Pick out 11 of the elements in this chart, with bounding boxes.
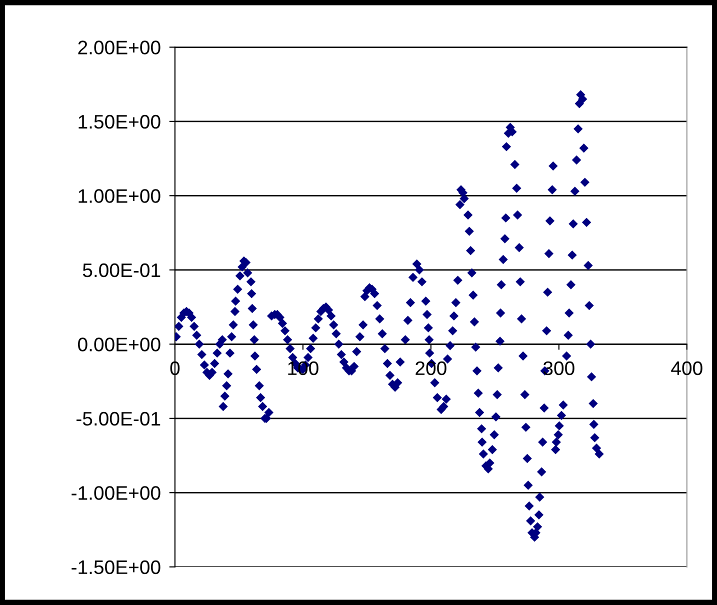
x-tick-label: 300	[543, 361, 574, 376]
x-tick-label: 400	[671, 361, 702, 376]
y-tick-label: 1.50E+00	[78, 114, 160, 129]
y-tick-label: 0.00E+00	[78, 338, 160, 352]
y-tick-label: -1.00E+00	[72, 486, 160, 500]
y-tick-label: 2.00E+00	[78, 40, 160, 54]
y-tick-label: 5.00E-01	[82, 263, 160, 278]
y-tick-label: -5.00E-01	[76, 412, 160, 426]
x-tick-label: 200	[416, 361, 446, 376]
y-tick-label: 1.00E+00	[78, 189, 160, 203]
y-tick-label: -1.50E+00	[72, 560, 160, 574]
